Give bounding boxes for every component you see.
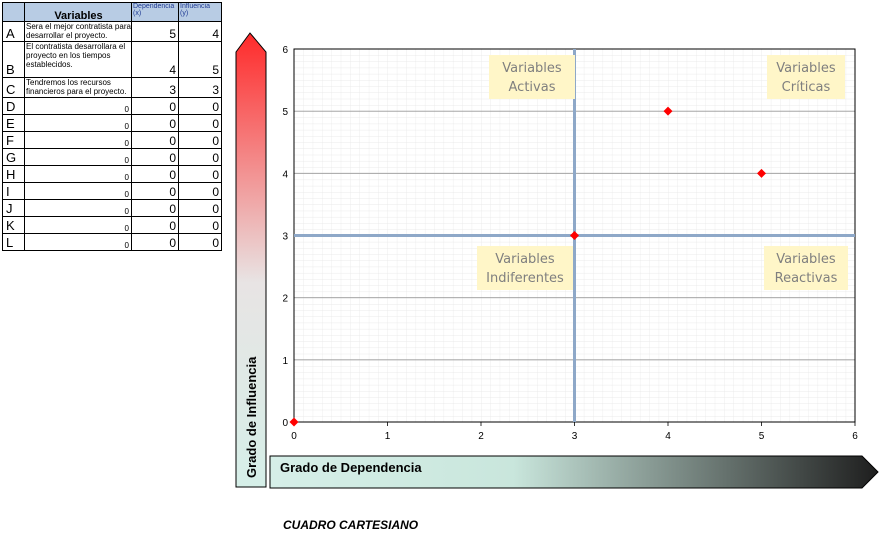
x-tick-label: 2	[478, 431, 484, 442]
data-point	[757, 168, 766, 178]
row-influencia: 0	[178, 233, 222, 251]
y-tick-label: 1	[282, 356, 288, 367]
quadrant-box	[764, 246, 848, 290]
y-axis-title: Grado de Influencia	[244, 356, 259, 478]
quadrant-box	[477, 246, 573, 290]
y-tick-label: 6	[282, 45, 288, 56]
x-tick-label: 5	[759, 431, 765, 442]
table-body: A Sera el mejor contratista para desarrol…	[2, 21, 222, 251]
data-point	[663, 106, 673, 116]
y-tick-label: 3	[282, 232, 288, 243]
y-axis-arrow	[235, 32, 267, 488]
x-tick-label: 3	[572, 431, 578, 442]
x-axis-arrow	[269, 455, 879, 489]
data-point	[289, 417, 299, 427]
quadrant-label-line: Indiferentes	[486, 271, 564, 286]
y-tick-label: 0	[282, 418, 288, 429]
quadrant-indiferentes: Variables Indiferentes	[477, 246, 573, 290]
quadrant-reactivas: Variables Reactivas	[764, 246, 848, 290]
table-row: C Tendremos los recursos financieros para…	[2, 77, 222, 98]
x-tick-label: 6	[852, 431, 858, 442]
x-tick-label: 4	[665, 431, 671, 442]
quadrant-box	[489, 55, 575, 99]
quadrant-label-line: Activas	[509, 80, 556, 95]
x-tick-label: 1	[385, 431, 391, 442]
y-tick-label: 5	[282, 107, 288, 118]
data-point	[570, 231, 579, 240]
quadrant-label-line: Variables	[502, 61, 562, 76]
data-points	[289, 106, 766, 427]
header-dependencia: Dependencia (x)	[131, 2, 179, 22]
variables-table: Variables Dependencia (x) Influencia (y)…	[2, 2, 222, 251]
x-tick-label: 0	[291, 431, 297, 442]
quadrant-activas: Variables Activas	[489, 55, 575, 99]
y-tick-label: 4	[282, 169, 288, 180]
axis-ticks: 0 1 2 3 4 5 6 0 1 2 3 4 5 6	[282, 45, 858, 442]
quadrant-label-line: Variables	[776, 61, 836, 76]
header-variables: Variables	[24, 2, 132, 22]
y-tick-label: 2	[282, 294, 288, 305]
chart-caption: CUADRO CARTESIANO	[283, 518, 419, 532]
table-row: B El contratista desarrollara el proyecto…	[2, 41, 222, 78]
x-axis-title: Grado de Dependencia	[280, 460, 422, 475]
row-dependencia: 0	[131, 233, 179, 251]
quadrant-criticas: Variables Críticas	[767, 55, 845, 99]
quadrant-label-line: Variables	[776, 252, 836, 267]
row-dependencia: 4	[131, 41, 179, 78]
quadrant-label-line: Variables	[495, 252, 555, 267]
quadrant-label-line: Reactivas	[775, 271, 838, 286]
quadrant-label-line: Críticas	[782, 80, 831, 95]
quadrant-labels: VariablesActivasVariablesCríticasVariabl…	[477, 55, 848, 290]
table-header-row: Variables Dependencia (x) Influencia (y)	[2, 2, 222, 22]
quadrant-box	[767, 55, 845, 99]
